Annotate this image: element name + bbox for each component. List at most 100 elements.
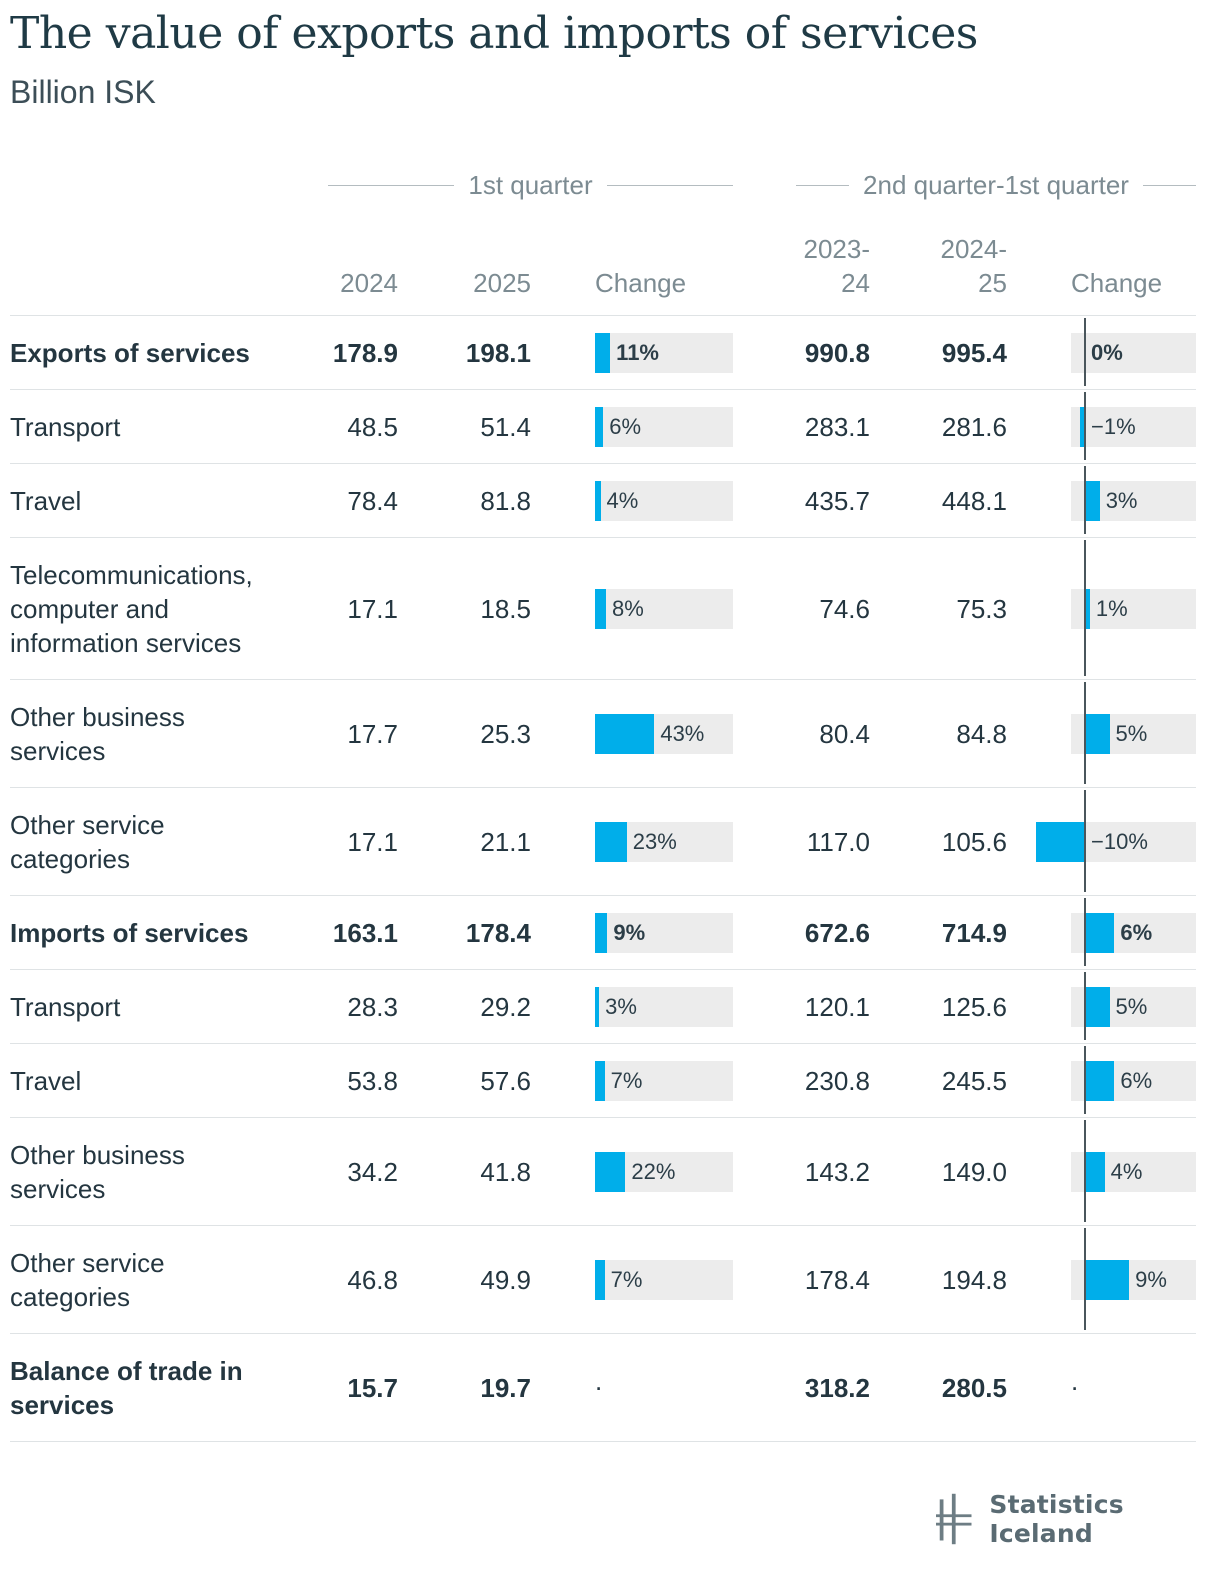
row-label: Transport <box>10 410 120 444</box>
value-2025: 51.4 <box>480 412 531 442</box>
change-bar-q2-label: 3% <box>1105 488 1138 513</box>
row-label: Other business services <box>10 1138 185 1206</box>
table-row: Transport 28.3 29.2 120.1 125.6 3% 5% <box>10 969 1196 1044</box>
change-bar-q1-label: 4% <box>606 488 639 513</box>
value-2023-24: 74.6 <box>819 594 870 624</box>
change-bar-q1-fill <box>595 589 607 629</box>
row-label: Imports of services <box>10 916 248 950</box>
row-label-line: services <box>10 736 106 766</box>
row-label-line: Other service <box>10 810 165 840</box>
value-2024-25: 125.6 <box>941 992 1007 1022</box>
table-row: Exports of services 178.9 198.1 990.8 995.4 1… <box>10 315 1196 390</box>
change-bar-q1-label: 43% <box>660 721 705 746</box>
value-2024-25: 280.5 <box>941 1373 1007 1403</box>
value-2024-25: 194.8 <box>941 1265 1007 1295</box>
row-label-line: services <box>10 1174 106 1204</box>
value-2023-24: 178.4 <box>804 1265 870 1295</box>
value-2024-25: 714.9 <box>941 918 1007 948</box>
statistics-iceland-mark-icon <box>936 1493 972 1545</box>
change-bar-q2: 9% <box>1071 1260 1196 1300</box>
change-bar-q1-label: 3% <box>605 994 637 1019</box>
value-2023-24: 117.0 <box>806 827 870 857</box>
table-row: Transport 48.5 51.4 283.1 281.6 6% −1% <box>10 389 1196 464</box>
group-header-first-quarter: 1st quarter <box>328 168 734 202</box>
logo-text: Statistics Iceland <box>989 1490 1124 1548</box>
value-2024: 34.2 <box>347 1157 398 1187</box>
statistics-iceland-logo: Statistics Iceland <box>936 1490 1220 1548</box>
column-header-change-2: Change <box>1071 268 1163 298</box>
value-2023-24: 435.7 <box>804 486 870 516</box>
change-bar-q1-label: 7% <box>610 1068 643 1093</box>
value-2024: 15.7 <box>347 1373 398 1403</box>
column-header-change-1: Change <box>595 268 687 298</box>
value-2024: 28.3 <box>347 992 398 1022</box>
change-bar-q1-fill <box>595 1061 605 1101</box>
chart-subtitle: Billion ISK <box>10 74 156 110</box>
change-bar-q1: 43% <box>595 714 733 754</box>
change-bar-q2-label: 4% <box>1110 1159 1143 1184</box>
change-bar-q1-label: 7% <box>610 1267 643 1292</box>
change-bar-q2-label: 0% <box>1091 340 1123 365</box>
change-bar-q2: 4% <box>1071 1152 1196 1192</box>
row-label: Other service categories <box>10 808 165 876</box>
column-header-2023-24-line2: 24 <box>841 268 870 298</box>
value-2024-25: 105.6 <box>941 827 1007 857</box>
row-label: Other service categories <box>10 1246 165 1314</box>
value-2025: 18.5 <box>480 594 531 624</box>
change-bar-q1-label: 22% <box>631 1159 676 1184</box>
value-2023-24: 318.2 <box>804 1373 870 1403</box>
change-bar-q2-label: 1% <box>1095 596 1128 621</box>
group-header-second-quarter: 2nd quarter-1st quarter <box>796 168 1196 202</box>
change-q2-empty: . <box>1071 1366 1079 1396</box>
row-label-line: Travel <box>10 486 82 516</box>
value-2024-25: 149.0 <box>941 1157 1007 1187</box>
change-bar-q2-fill <box>1085 481 1100 521</box>
change-bar-q2: −10% <box>1036 822 1196 862</box>
change-q1-empty: . <box>595 1366 603 1396</box>
row-label-line: information services <box>10 628 242 658</box>
change-bar-q1: 3% <box>595 987 733 1027</box>
value-2023-24: 80.4 <box>819 719 870 749</box>
change-bar-q2-fill <box>1085 589 1090 629</box>
column-header-2024-25: 2024- 25 <box>887 232 1008 300</box>
column-header-2023-24-line1: 2023- <box>803 234 871 264</box>
change-bar-q2-fill <box>1085 714 1110 754</box>
change-bar-q1-label: 9% <box>613 920 646 945</box>
value-2024: 78.4 <box>347 486 398 516</box>
value-2024: 53.8 <box>347 1066 398 1096</box>
change-bar-q2-label: 9% <box>1135 1267 1167 1292</box>
table-row: Other service categories 17.1 21.1 117.0 105.… <box>10 787 1196 896</box>
table-row: Travel 78.4 81.8 435.7 448.1 4% 3% <box>10 463 1196 538</box>
value-2024: 178.9 <box>332 338 398 368</box>
column-header-2024-25-line2: 25 <box>978 268 1007 298</box>
change-bar-q1: 7% <box>595 1061 733 1101</box>
change-bar-q2-label: 5% <box>1115 994 1148 1019</box>
change-bar-q2-fill <box>1085 1061 1115 1101</box>
change-q2-zero-axis <box>1084 898 1086 966</box>
row-label-line: Other service <box>10 1248 165 1278</box>
row-label: Exports of services <box>10 336 250 370</box>
change-bar-q2: 6% <box>1071 913 1196 953</box>
row-label-line: Imports of services <box>10 918 249 948</box>
change-bar-q1-label: 23% <box>632 829 677 854</box>
value-2024: 17.7 <box>347 719 398 749</box>
change-bar-q2-fill <box>1085 913 1115 953</box>
table-row: Other business services 17.7 25.3 80.4 84.8 43… <box>10 679 1196 788</box>
row-label: Travel <box>10 484 81 518</box>
change-bar-q1: 6% <box>595 407 733 447</box>
row-label-line: Other business <box>10 1140 185 1170</box>
change-q2-zero-axis <box>1084 972 1086 1040</box>
change-bar-q1-label: 8% <box>612 596 644 621</box>
change-bar-q1: 8% <box>595 589 733 629</box>
change-bar-q2-fill <box>1085 1152 1105 1192</box>
value-2023-24: 230.8 <box>804 1066 870 1096</box>
row-label-line: Transport <box>10 992 121 1022</box>
value-2024: 48.5 <box>347 412 398 442</box>
value-2024-25: 448.1 <box>941 486 1007 516</box>
change-bar-q1-fill <box>595 913 608 953</box>
value-2025: 19.7 <box>480 1373 531 1403</box>
change-bar-q1: 23% <box>595 822 733 862</box>
value-2025: 41.8 <box>480 1157 531 1187</box>
table-row: Balance of trade in services 15.7 19.7 318.2… <box>10 1333 1196 1442</box>
change-bar-q2: 0% <box>1071 333 1196 373</box>
